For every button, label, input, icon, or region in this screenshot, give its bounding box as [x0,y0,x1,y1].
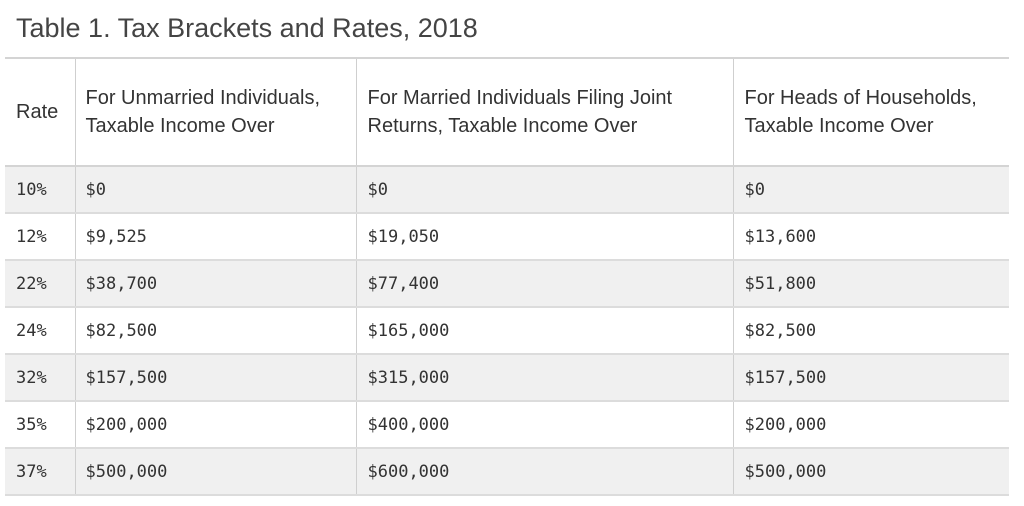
table-row: 37% $500,000 $600,000 $500,000 [5,448,1009,496]
header-unmarried-individuals: For Unmarried Individuals, Taxable Incom… [74,57,356,167]
header-married-filing-jointly: For Married Individuals Filing Joint Ret… [355,57,733,167]
rate-cell: 32% [5,354,75,402]
table-row: 10% $0 $0 $0 [5,166,1009,214]
unmarried-threshold-cell: $38,700 [74,260,356,308]
unmarried-threshold-cell: $157,500 [74,354,356,402]
joint-threshold-cell: $600,000 [355,448,733,496]
head-of-household-threshold-cell: $500,000 [732,448,1009,496]
table-row: 12% $9,525 $19,050 $13,600 [5,213,1009,261]
table-row: 22% $38,700 $77,400 $51,800 [5,260,1009,308]
joint-threshold-cell: $400,000 [355,401,733,449]
unmarried-threshold-cell: $0 [74,166,356,214]
header-row: Rate For Unmarried Individuals, Taxable … [5,57,1009,167]
tax-brackets-table: Rate For Unmarried Individuals, Taxable … [5,57,1009,496]
head-of-household-threshold-cell: $13,600 [732,213,1009,261]
table-body: 10% $0 $0 $0 12% $9,525 $19,050 $13,600 … [5,166,1009,496]
joint-threshold-cell: $315,000 [355,354,733,402]
header-rate: Rate [5,57,75,167]
unmarried-threshold-cell: $9,525 [74,213,356,261]
joint-threshold-cell: $77,400 [355,260,733,308]
rate-cell: 24% [5,307,75,355]
joint-threshold-cell: $165,000 [355,307,733,355]
unmarried-threshold-cell: $200,000 [74,401,356,449]
tax-brackets-table-container: Rate For Unmarried Individuals, Taxable … [5,57,1009,496]
rate-cell: 12% [5,213,75,261]
rate-cell: 22% [5,260,75,308]
rate-cell: 10% [5,166,75,214]
head-of-household-threshold-cell: $51,800 [732,260,1009,308]
rate-cell: 37% [5,448,75,496]
head-of-household-threshold-cell: $0 [732,166,1009,214]
header-heads-of-households: For Heads of Households, Taxable Income … [732,57,1009,167]
unmarried-threshold-cell: $82,500 [74,307,356,355]
table-title: Table 1. Tax Brackets and Rates, 2018 [16,13,478,43]
head-of-household-threshold-cell: $82,500 [732,307,1009,355]
head-of-household-threshold-cell: $157,500 [732,354,1009,402]
joint-threshold-cell: $19,050 [355,213,733,261]
head-of-household-threshold-cell: $200,000 [732,401,1009,449]
rate-cell: 35% [5,401,75,449]
table-header: Rate For Unmarried Individuals, Taxable … [5,57,1009,167]
unmarried-threshold-cell: $500,000 [74,448,356,496]
joint-threshold-cell: $0 [355,166,733,214]
table-row: 32% $157,500 $315,000 $157,500 [5,354,1009,402]
table-row: 24% $82,500 $165,000 $82,500 [5,307,1009,355]
table-row: 35% $200,000 $400,000 $200,000 [5,401,1009,449]
